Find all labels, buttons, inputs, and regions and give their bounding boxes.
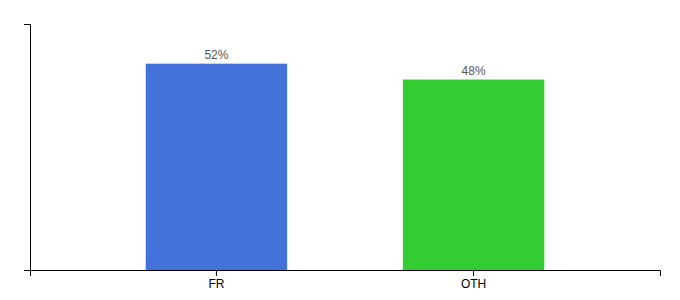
plot: FR OTH 52% 48%: [24, 25, 661, 291]
bars: [146, 64, 545, 270]
x-tick: FR: [208, 270, 224, 291]
x-tick-mark: [473, 270, 474, 276]
x-axis: FR OTH: [31, 270, 661, 291]
chart: FR OTH 52% 48%: [0, 0, 680, 300]
x-tick-label: FR: [208, 277, 224, 291]
bar: [403, 80, 544, 270]
y-axis-line: [24, 25, 31, 271]
data-labels: 52% 48%: [204, 48, 485, 78]
x-tick-mark: [216, 270, 217, 276]
x-tick-label: OTH: [461, 277, 486, 291]
y-axis: [24, 25, 31, 271]
x-tick: OTH: [461, 270, 486, 291]
bar: [146, 64, 287, 270]
data-label: 52%: [204, 48, 228, 62]
x-axis-line: [31, 271, 661, 277]
data-label: 48%: [462, 64, 486, 78]
